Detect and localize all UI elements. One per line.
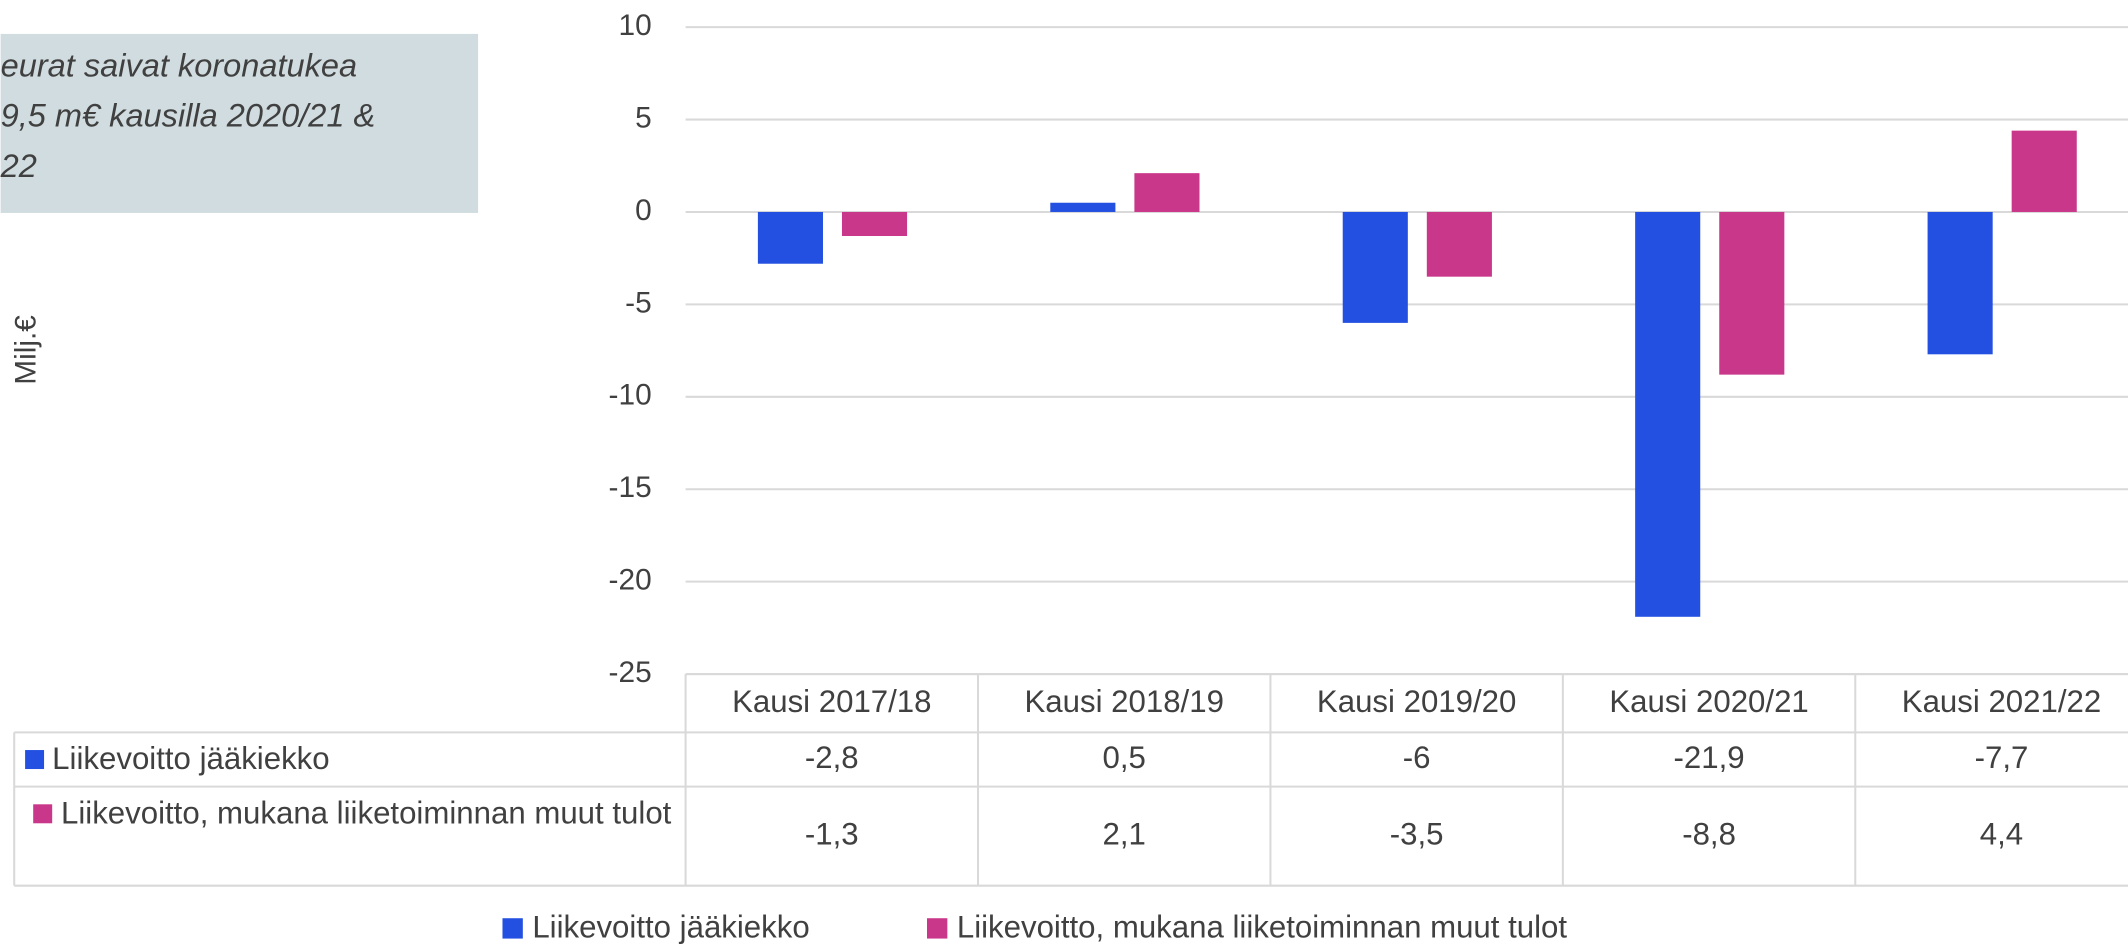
table-value: -3,5	[1390, 816, 1444, 851]
bar	[1635, 211, 1701, 617]
legend-label: Liikevoitto jääkiekko	[532, 909, 809, 944]
bar	[1342, 211, 1408, 323]
y-tick-label: -20	[609, 564, 652, 597]
table-value: 0,5	[1103, 740, 1146, 775]
x-tick-label: Kausi 2021/22	[1902, 684, 2101, 719]
row-swatch	[25, 750, 45, 770]
annotation-box	[0, 33, 479, 213]
bar	[1134, 173, 1200, 212]
row-label-text: Liikevoitto jääkiekko	[52, 740, 330, 776]
legend-label: Liikevoitto, mukana liiketoiminnan muut …	[957, 909, 1568, 944]
y-tick-label: -10	[609, 379, 652, 412]
y-tick-label: 0	[635, 194, 652, 227]
y-tick-label: 10	[618, 9, 651, 42]
table-value: -7,7	[1975, 740, 2029, 775]
bar	[841, 211, 908, 237]
y-tick-label: -25	[609, 656, 652, 689]
table-value: 4,4	[1980, 816, 2023, 851]
x-tick-label: Kausi 2017/18	[732, 684, 931, 719]
x-tick-label: Kausi 2018/19	[1025, 684, 1224, 719]
x-tick-label: Kausi 2020/21	[1609, 684, 1808, 719]
bar	[757, 211, 823, 264]
bar	[1719, 211, 1785, 375]
row-label: Liikevoitto, mukana liiketoiminnan muut …	[25, 791, 680, 834]
annotation: 22	[0, 148, 37, 184]
table-row-header: Liikevoitto, mukana liiketoiminnan muut …	[25, 791, 680, 834]
table-value: -21,9	[1674, 740, 1745, 775]
y-axis-label: Milj.€	[10, 315, 43, 385]
table-value: -8,8	[1682, 816, 1736, 851]
table-value: -1,3	[805, 816, 859, 851]
annotation: eurat saivat koronatukea	[1, 47, 357, 83]
row-label: Liikevoitto jääkiekko	[25, 736, 680, 779]
y-tick-label: -15	[609, 471, 652, 504]
table-value: -2,8	[805, 740, 859, 775]
bar	[1927, 211, 1993, 355]
annotation: 9,5 m€ kausilla 2020/21 &	[1, 98, 376, 134]
legend-swatch	[927, 918, 948, 939]
table-row-header: Liikevoitto jääkiekko	[25, 736, 680, 779]
bar	[2011, 130, 2077, 212]
table-value: 2,1	[1103, 816, 1146, 851]
bar	[1050, 202, 1116, 212]
y-tick-label: -5	[625, 286, 652, 319]
x-tick-label: Kausi 2019/20	[1317, 684, 1516, 719]
y-tick-label: 5	[635, 101, 652, 134]
bar	[1426, 211, 1492, 277]
legend-swatch	[502, 918, 523, 939]
row-label-text: Liikevoitto, mukana liiketoiminnan muut …	[60, 794, 672, 831]
table-value: -6	[1403, 740, 1431, 775]
row-swatch	[33, 804, 53, 824]
